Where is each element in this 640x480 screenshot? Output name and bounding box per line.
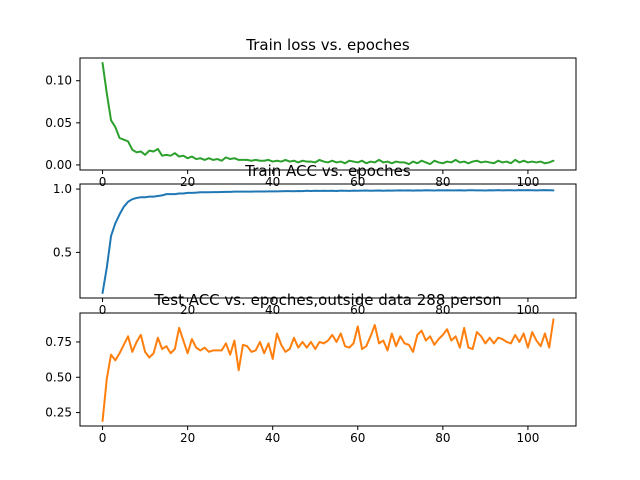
plot-area: 0 20 40 60 80 100 0.25 0.50 0.75: [45, 312, 577, 445]
x-tick-label: 20: [180, 431, 195, 445]
y-tick-label: 0.10: [45, 74, 72, 88]
series-line: [101, 62, 555, 166]
chart-title: Train ACC vs. epoches: [244, 162, 411, 180]
series-line: [101, 318, 555, 423]
series-line: [101, 189, 555, 294]
train-loss-chart: Train loss vs. epoches 0 20 40 60 80 1000.000…: [45, 36, 577, 189]
y-tick-label: 0.5: [53, 245, 72, 259]
chart-title: Test ACC vs. epoches,outside data 288 pe…: [153, 291, 501, 309]
x-tick-label: 0: [99, 431, 107, 445]
x-tick-label: 100: [516, 175, 539, 189]
x-tick-label: 100: [516, 303, 539, 317]
chart-title: Train loss vs. epoches: [245, 36, 410, 54]
x-tick-label: 0: [99, 175, 107, 189]
y-tick-label: 0.05: [45, 116, 72, 130]
plot-area: 0 20 40 60 80 100 0.00 0.05 0.10: [45, 57, 577, 189]
y-tick-label: 0.00: [45, 158, 72, 172]
axes-frame: [79, 57, 577, 171]
axes-frame: [79, 312, 577, 427]
x-tick-label: 60: [350, 175, 365, 189]
x-tick-label: 40: [265, 431, 280, 445]
x-tick-label: 60: [350, 431, 365, 445]
y-tick-label: 0.75: [45, 335, 72, 349]
x-tick-label: 20: [180, 175, 195, 189]
x-tick-label: 100: [516, 431, 539, 445]
x-tick-label: 80: [435, 431, 450, 445]
x-tick-label: 40: [265, 175, 280, 189]
y-tick-label: 1.0: [53, 182, 72, 196]
y-tick-label: 0.50: [45, 370, 72, 384]
y-tick-label: 0.25: [45, 406, 72, 420]
axes-frame: [79, 183, 577, 299]
x-tick-label: 80: [435, 175, 450, 189]
x-tick-label: 0: [99, 303, 107, 317]
test-acc-chart: Test ACC vs. epoches,outside data 288 pe…: [45, 291, 577, 445]
